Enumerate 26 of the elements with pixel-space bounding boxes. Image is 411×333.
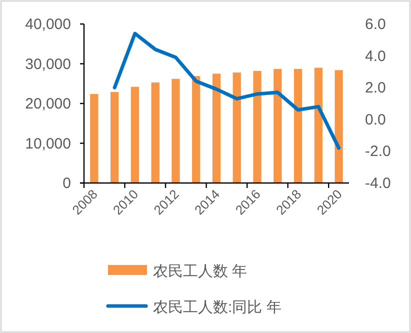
y-tick-label: 40,000 — [25, 16, 71, 33]
bar — [253, 70, 262, 183]
y-tick-label: 0 — [62, 175, 71, 192]
y2-tick-label: 0.0 — [365, 111, 386, 128]
bar — [110, 92, 119, 183]
y2-tick-label: -2.0 — [365, 143, 391, 160]
legend-label: 农民工人数:同比 年 — [153, 299, 282, 316]
y2-tick-label: 4.0 — [365, 48, 386, 65]
y2-tick-label: -4.0 — [365, 175, 391, 192]
bar — [172, 78, 180, 183]
bar — [212, 74, 221, 183]
bar — [90, 94, 98, 183]
y2-tick-label: 2.0 — [365, 80, 386, 97]
y2-tick-label: 6.0 — [365, 16, 386, 33]
bar — [232, 72, 241, 183]
legend-label: 农民工人数 年 — [153, 263, 248, 280]
y-tick-label: 20,000 — [25, 96, 71, 112]
bar — [274, 68, 282, 183]
bar — [192, 76, 200, 183]
bar — [294, 68, 302, 183]
bar — [130, 86, 140, 183]
bar — [314, 68, 322, 183]
y-tick-label: 10,000 — [25, 135, 71, 152]
bar — [334, 70, 343, 183]
bar — [151, 82, 160, 183]
y-tick-label: 30,000 — [25, 56, 71, 73]
